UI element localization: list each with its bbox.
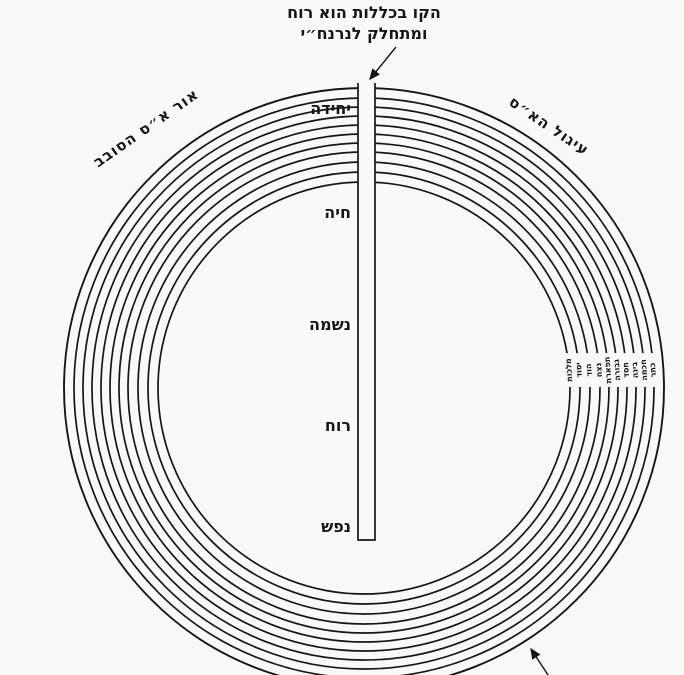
ring-label-text: כתר bbox=[648, 362, 658, 378]
ring-label-binah: בינה bbox=[629, 352, 641, 388]
ring-label-text: יסוד bbox=[574, 362, 584, 378]
ring-label-text: נצח bbox=[594, 363, 604, 378]
ring-label-chesed: חסד bbox=[620, 352, 632, 388]
ring-label-bg bbox=[647, 352, 659, 388]
ring-label-bg bbox=[611, 352, 623, 388]
ring-label-hod: הוד bbox=[583, 352, 595, 388]
ring-label-text: גבורה bbox=[612, 359, 623, 382]
kav-channel-outline bbox=[357, 83, 376, 541]
ring-label-text: מלכות bbox=[564, 358, 575, 382]
top-note-arrow bbox=[369, 46, 397, 81]
ring-label-bg bbox=[583, 352, 595, 388]
ring-label-bg bbox=[638, 352, 650, 388]
ring-label-bg bbox=[593, 352, 605, 388]
kav-level-ruach: רוח bbox=[324, 416, 351, 435]
ring-label-tiferet: תפארת bbox=[602, 352, 614, 388]
ring-label-malchut: מלכות bbox=[563, 352, 575, 388]
ring-label-keter: כתר bbox=[647, 352, 659, 388]
kav-level-yechida: יחידה bbox=[310, 99, 351, 118]
ring-label-text: חכמה bbox=[639, 359, 649, 381]
kav-level-chaya: חיה bbox=[324, 203, 351, 222]
kav-channel-fill bbox=[358, 83, 375, 540]
bottom-edge-arrow bbox=[530, 647, 549, 675]
top-note: הקו בכללות הוא רוח ומתחלק לנרנח״י bbox=[238, 2, 490, 44]
ring-label-bg bbox=[573, 352, 585, 388]
ring-label-bg bbox=[629, 352, 641, 388]
kav-level-nefesh: נפש bbox=[321, 517, 351, 536]
top-note-line1: הקו בכללות הוא רוח bbox=[287, 3, 441, 22]
ring-labels: מלכות יסוד הוד נצח תפארת גבורה bbox=[563, 352, 659, 388]
ring-label-text: בינה bbox=[630, 361, 640, 378]
ring-label-bg bbox=[563, 352, 575, 388]
ring-label-netzach: נצח bbox=[593, 352, 605, 388]
ring-label-yesod: יסוד bbox=[573, 352, 585, 388]
ring-label-bg bbox=[602, 352, 614, 388]
kav-line bbox=[357, 83, 376, 541]
ring-label-chochmah: חכמה bbox=[638, 352, 650, 388]
ring-label-bg bbox=[620, 352, 632, 388]
ring-label-gevurah: גבורה bbox=[611, 352, 623, 388]
ring-label-text: הוד bbox=[584, 363, 594, 377]
kav-level-neshama: נשמה bbox=[309, 315, 351, 334]
top-note-line2: ומתחלק לנרנח״י bbox=[300, 24, 428, 43]
ring-label-text: תפארת bbox=[603, 356, 614, 383]
ring-label-text: חסד bbox=[621, 362, 631, 378]
